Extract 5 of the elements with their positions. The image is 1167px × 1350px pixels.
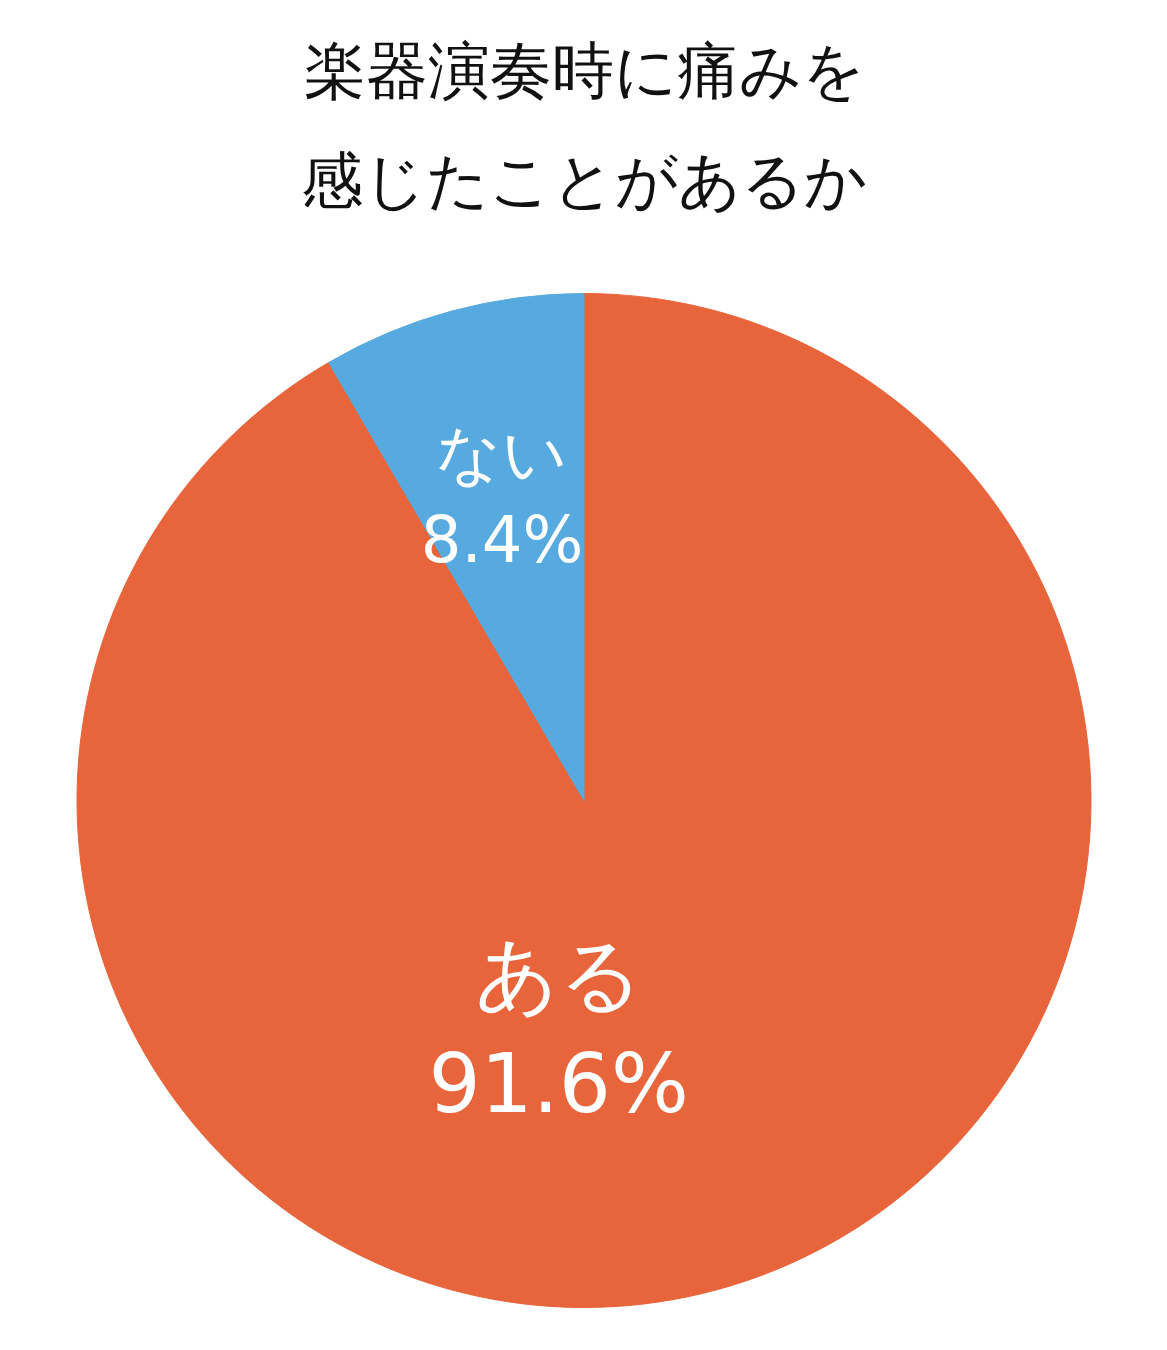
slice-label: ある (474, 926, 643, 1022)
data-label: 8.4% (420, 502, 584, 577)
chart-title: 楽器演奏時に痛みを感じたことがあるか (301, 34, 867, 217)
slice-label: ない (436, 417, 569, 492)
data-label: 91.6% (428, 1035, 689, 1131)
